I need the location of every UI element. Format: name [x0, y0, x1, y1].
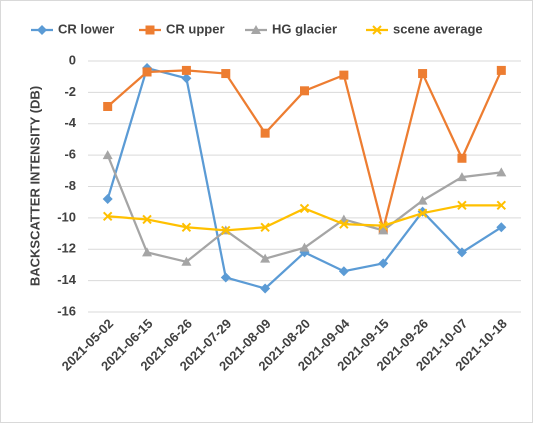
marker [496, 65, 506, 75]
legend-label: HG glacier [272, 21, 337, 36]
marker [142, 67, 152, 77]
marker [251, 25, 261, 34]
marker [496, 200, 507, 211]
y-tick-label: -4 [64, 115, 76, 130]
marker [260, 253, 271, 263]
marker [260, 222, 270, 232]
marker [221, 69, 231, 79]
marker [299, 203, 310, 214]
marker [221, 225, 231, 236]
y-tick-label: -10 [57, 209, 76, 224]
marker [496, 167, 507, 177]
marker [181, 65, 191, 75]
marker [338, 266, 349, 277]
marker [220, 272, 231, 283]
marker [260, 128, 270, 138]
marker [142, 214, 152, 225]
marker [102, 150, 113, 160]
marker [181, 73, 192, 84]
y-tick-label: -12 [57, 241, 76, 256]
marker [417, 208, 428, 218]
series [102, 200, 507, 236]
marker [145, 25, 155, 35]
marker [339, 70, 349, 80]
y-axis-label: BACKSCATTER INTENSITY (DB) [27, 86, 42, 286]
series [103, 65, 506, 234]
marker [37, 25, 47, 35]
marker [378, 225, 389, 235]
marker [102, 194, 113, 205]
marker [260, 283, 271, 294]
marker [456, 172, 467, 182]
marker [378, 258, 389, 269]
y-tick-label: 0 [69, 52, 76, 67]
marker [457, 153, 467, 163]
marker [300, 86, 309, 96]
marker [456, 247, 467, 258]
marker [299, 242, 310, 252]
marker [339, 219, 349, 229]
y-tick-label: -2 [64, 84, 76, 99]
legend-label: scene average [393, 21, 483, 36]
marker [378, 221, 388, 231]
marker [181, 222, 192, 232]
y-tick-label: -8 [64, 178, 76, 193]
marker [142, 247, 153, 257]
marker [102, 211, 113, 222]
y-tick-label: -16 [57, 303, 76, 318]
marker [418, 69, 428, 79]
marker [417, 195, 428, 205]
legend-label: CR lower [58, 21, 114, 36]
y-tick-label: -6 [64, 147, 76, 162]
marker [457, 200, 467, 211]
y-tick-label: -14 [57, 272, 77, 287]
marker [181, 256, 192, 266]
marker [103, 101, 113, 111]
legend-label: CR upper [166, 21, 225, 36]
marker [372, 25, 382, 35]
marker [496, 222, 507, 233]
